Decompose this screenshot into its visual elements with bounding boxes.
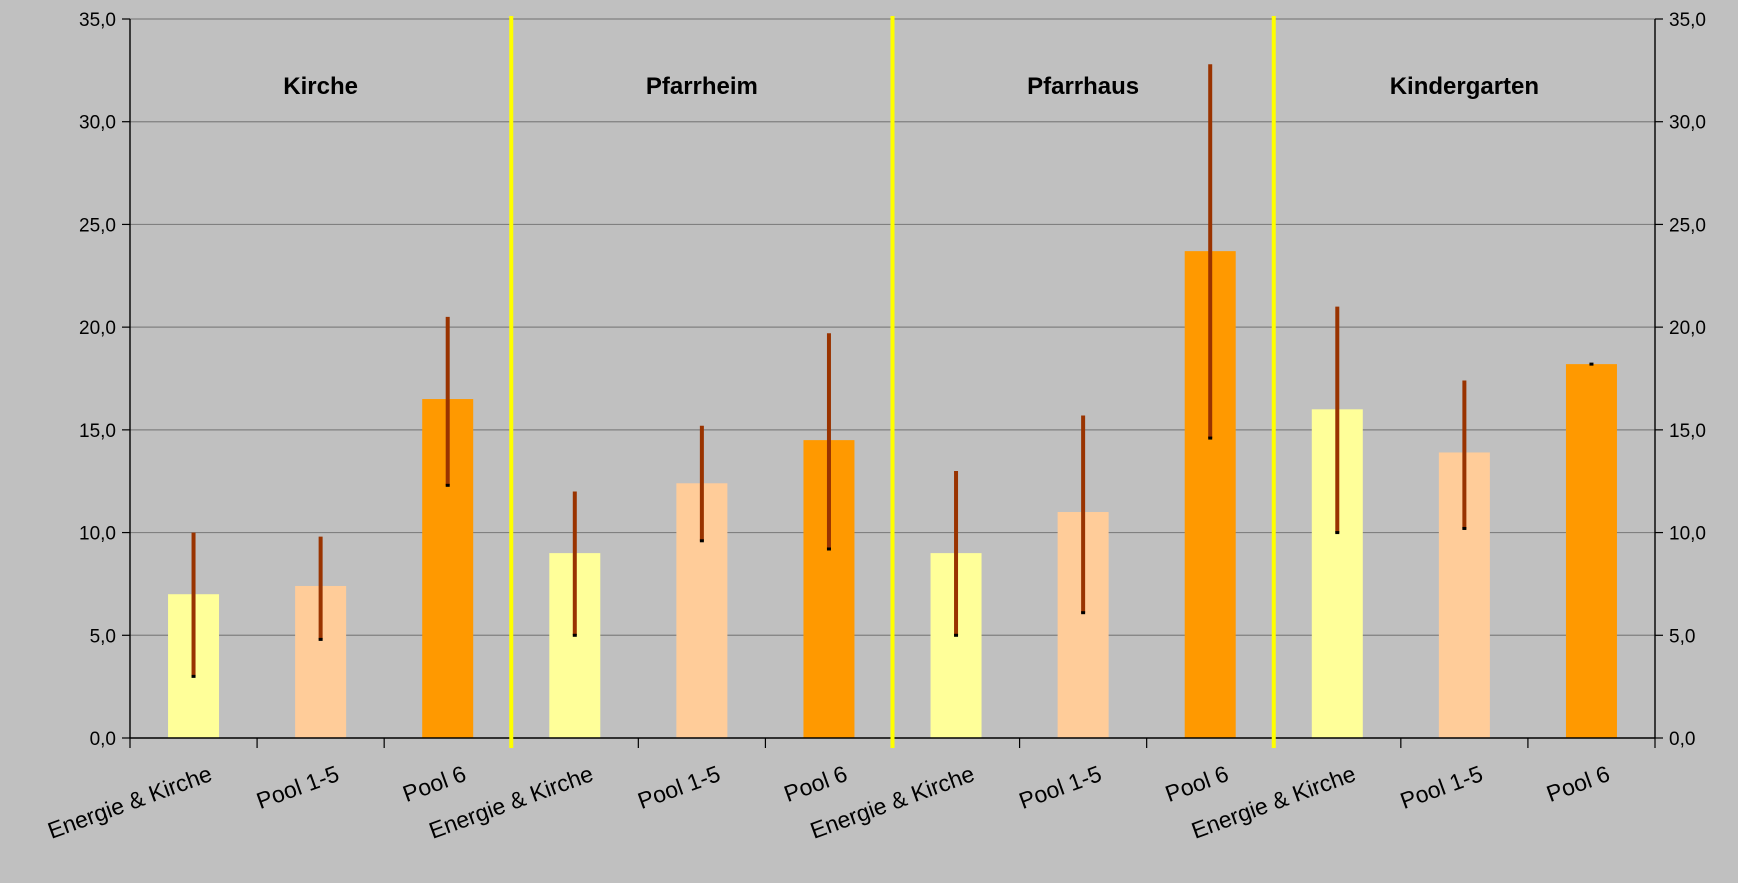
y-tick-labels: 0,0 0,0 5,0 5,0 10,0 10,0 15,0 15,0 20,0 20,0 25,0… — [79, 10, 1706, 750]
y-tick-label-right: 0,0 — [1669, 729, 1695, 750]
y-tick-label-left: 35,0 — [79, 10, 116, 31]
range-min-marker — [318, 637, 323, 641]
range-min-marker — [1462, 526, 1467, 530]
group-label: Pfarrheim — [646, 73, 758, 100]
y-tick-label-left: 30,0 — [79, 113, 116, 134]
y-tick-label-right: 15,0 — [1669, 421, 1706, 442]
y-tick-label-left: 15,0 — [79, 421, 116, 442]
range-min-marker — [1335, 531, 1340, 535]
range-min-marker — [572, 633, 577, 637]
range-min-marker — [1081, 611, 1086, 615]
range-min-marker — [191, 674, 196, 678]
range-lines — [191, 64, 1594, 678]
y-tick-label-left: 20,0 — [79, 318, 116, 339]
range-min-marker — [1208, 436, 1213, 440]
range-min-marker — [826, 547, 831, 551]
y-tick-label-right: 20,0 — [1669, 318, 1706, 339]
range-min-marker — [699, 539, 704, 543]
y-tick-label-right: 5,0 — [1669, 626, 1695, 647]
y-tick-label-left: 10,0 — [79, 524, 116, 545]
y-tick-label-right: 25,0 — [1669, 215, 1706, 236]
range-min-marker — [445, 483, 450, 487]
range-min-marker — [954, 633, 959, 637]
y-tick-label-right: 35,0 — [1669, 10, 1706, 31]
group-label: Kirche — [283, 73, 358, 100]
group-separators — [509, 16, 1276, 748]
group-labels: Kirche Pfarrheim Pfarrhaus Kindergarten — [283, 73, 1539, 100]
group-label: Pfarrhaus — [1027, 73, 1139, 100]
y-tick-label-right: 30,0 — [1669, 113, 1706, 134]
y-tick-label-left: 0,0 — [90, 729, 116, 750]
range-min-marker — [1589, 362, 1594, 366]
group-label: Kindergarten — [1390, 73, 1539, 100]
bar — [1565, 364, 1617, 738]
y-tick-label-left: 5,0 — [90, 626, 116, 647]
y-tick-label-right: 10,0 — [1669, 524, 1706, 545]
y-tick-label-left: 25,0 — [79, 215, 116, 236]
